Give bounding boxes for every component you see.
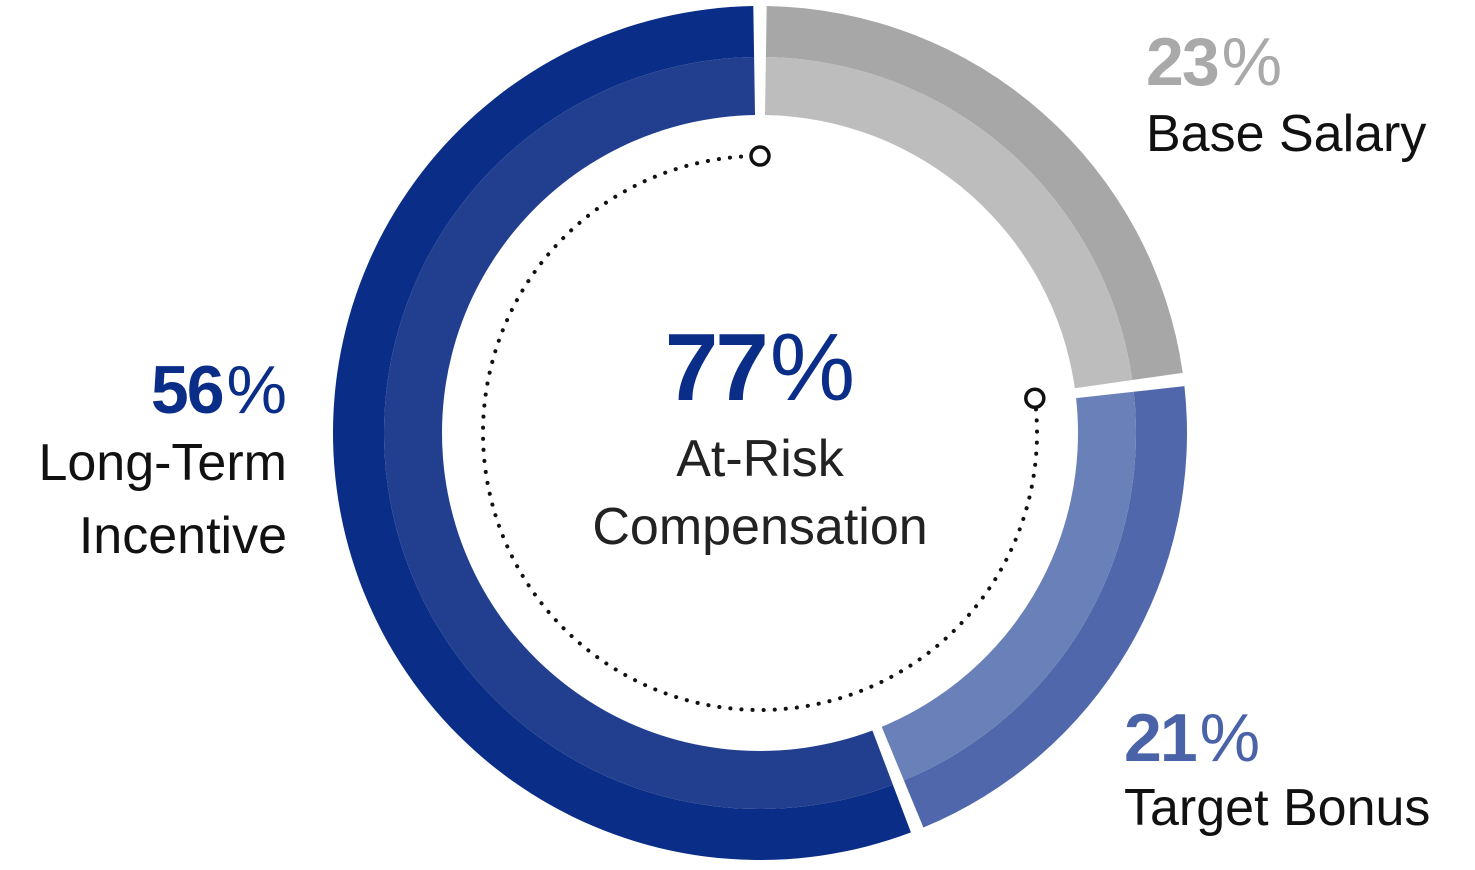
target-bonus-name: Target Bonus (1124, 779, 1431, 837)
at-risk-caption: At-Risk Compensation (592, 430, 928, 556)
long-term-incentive-label: 56% Long-Term Incentive (38, 356, 287, 569)
long-term-incentive-percent-sign: % (226, 352, 287, 428)
at-risk-arc-end-marker (749, 145, 771, 167)
target-bonus-segment-outer (903, 386, 1187, 828)
at-risk-annotation (481, 145, 1046, 712)
base-salary-segment-inner (764, 57, 1133, 389)
at-risk-arc-start-marker (1024, 387, 1046, 410)
target-bonus-value: 21 (1124, 700, 1198, 776)
long-term-incentive-name-line1: Long-Term (38, 434, 287, 492)
base-salary-name: Base Salary (1146, 105, 1427, 163)
base-salary-label: 23% Base Salary (1146, 28, 1426, 160)
base-salary-value: 23 (1146, 24, 1220, 100)
at-risk-percentage: 77% (560, 320, 960, 416)
target-bonus-label: 21% Target Bonus (1124, 704, 1430, 834)
base-salary-percent-sign: % (1221, 24, 1283, 100)
long-term-incentive-value: 56 (150, 352, 225, 428)
target-bonus-percent-sign: % (1199, 700, 1261, 776)
base-salary-segment-outer (765, 6, 1183, 381)
at-risk-percent-sign: % (769, 314, 856, 421)
donut-segments (333, 6, 1187, 861)
target-bonus-segment-inner (881, 391, 1136, 781)
at-risk-value: 77 (664, 314, 769, 421)
center-label: 77% At-Risk Compensation (560, 320, 960, 561)
long-term-incentive-name-line2: Incentive (78, 506, 287, 565)
